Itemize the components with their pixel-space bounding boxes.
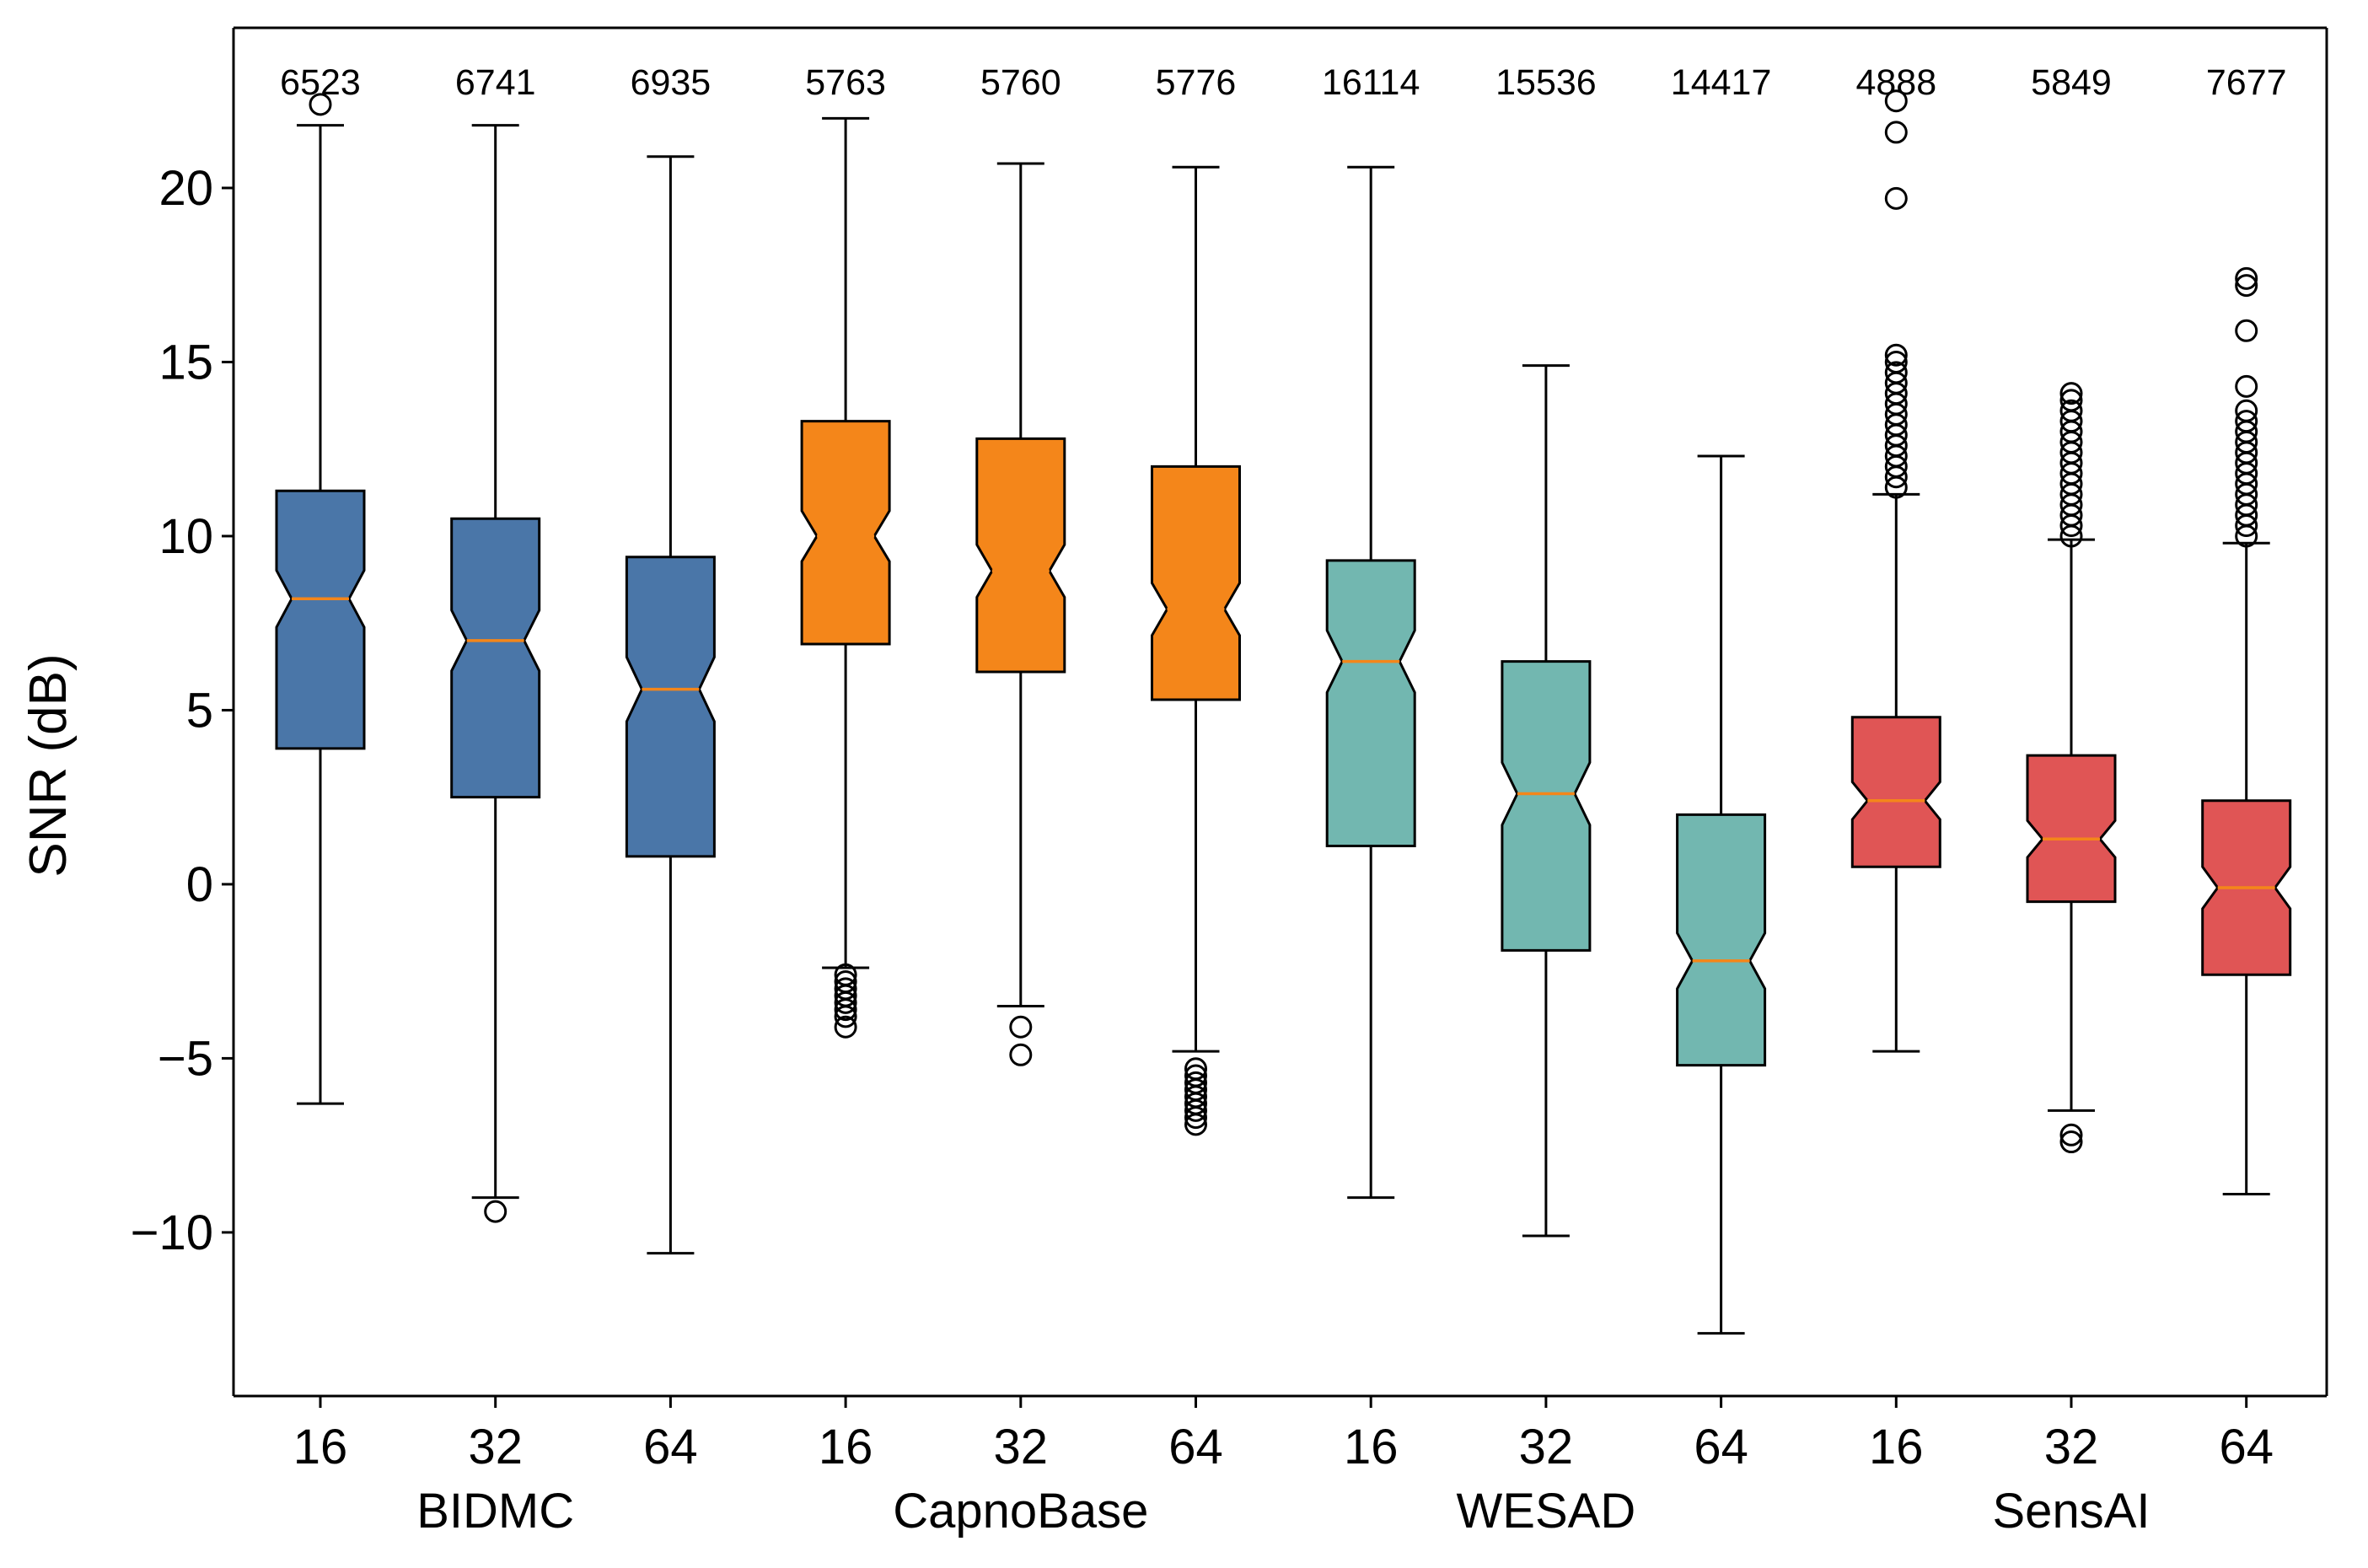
outlier-point: [1884, 361, 1908, 384]
x-tick-label: 64: [2219, 1420, 2274, 1474]
x-tick-label: 32: [2044, 1420, 2099, 1474]
box-body: [1501, 660, 1592, 952]
count-label: 5763: [805, 62, 886, 103]
y-axis-label: SNR (dB): [19, 653, 78, 877]
axis-layer: −10 −5 0 5 10 15 20 6523 16 6741 32 6935 64 5763 16 576…: [131, 62, 2287, 1538]
box-body: [975, 437, 1066, 674]
outlier-point: [2235, 319, 2258, 342]
outlier-point: [834, 998, 857, 1022]
box-body: [2026, 754, 2117, 904]
outlier-point: [834, 1015, 857, 1039]
box-wesad-16: [1325, 165, 1416, 1200]
x-tick-label: 64: [1168, 1420, 1223, 1474]
y-tick-label: 10: [158, 509, 213, 564]
y-tick-label: −5: [158, 1031, 213, 1086]
box-sensai-64: [2201, 266, 2292, 1195]
outlier-point: [1884, 121, 1908, 144]
outlier-point: [2235, 399, 2258, 422]
count-label: 7677: [2206, 62, 2287, 103]
box-body: [800, 420, 891, 646]
outlier-point: [2059, 1123, 2083, 1146]
plot-area: [232, 26, 2328, 1398]
box-capnobase-64: [1151, 165, 1241, 1136]
group-label-wesad: WESAD: [1457, 1484, 1636, 1538]
count-label: 5849: [2031, 62, 2112, 103]
box-sensai-16: [1850, 89, 1941, 1053]
count-label: 14417: [1671, 62, 1772, 103]
box-bidmc-32: [450, 124, 541, 1223]
count-label: 5776: [1156, 62, 1237, 103]
x-tick-label: 64: [1694, 1420, 1748, 1474]
box-body: [275, 489, 366, 750]
outlier-point: [2059, 399, 2083, 422]
outlier-point: [1884, 343, 1908, 367]
box-wesad-64: [1676, 454, 1767, 1335]
x-tick-label: 16: [1869, 1420, 1924, 1474]
outlier-point: [2059, 382, 2083, 405]
outlier-point: [1184, 1113, 1207, 1136]
group-label-sensai: SensAI: [1993, 1484, 2151, 1538]
y-tick-label: 0: [186, 857, 213, 912]
outlier-point: [2235, 274, 2258, 298]
outlier-point: [1009, 1043, 1033, 1066]
box-body: [1325, 559, 1416, 847]
box-body: [625, 556, 716, 858]
x-tick-label: 64: [643, 1420, 698, 1474]
x-tick-label: 32: [1519, 1420, 1574, 1474]
x-tick-label: 16: [1344, 1420, 1399, 1474]
outlier-point: [1884, 89, 1908, 113]
x-tick-label: 16: [293, 1420, 348, 1474]
outlier-point: [1184, 1106, 1207, 1130]
box-body: [1676, 813, 1767, 1067]
group-label-capnobase: CapnoBase: [893, 1484, 1148, 1538]
outlier-point: [1884, 186, 1908, 210]
y-tick-label: 15: [158, 335, 213, 389]
count-label: 16114: [1322, 62, 1420, 103]
y-tick-label: 5: [186, 683, 213, 738]
outlier-point: [2059, 389, 2083, 412]
box-wesad-32: [1501, 364, 1592, 1238]
outlier-point: [1009, 1015, 1033, 1039]
count-label: 6523: [280, 62, 361, 103]
outlier-point: [834, 1005, 857, 1028]
box-bidmc-64: [625, 155, 716, 1255]
box-body: [450, 517, 541, 799]
x-tick-label: 16: [819, 1420, 873, 1474]
outlier-point: [2235, 410, 2258, 433]
box-bidmc-16: [275, 93, 366, 1105]
outlier-point: [309, 93, 332, 116]
count-label: 6935: [631, 62, 711, 103]
outlier-point: [2235, 374, 2258, 398]
outlier-point: [2059, 1130, 2083, 1154]
group-label-bidmc: BIDMC: [416, 1484, 574, 1538]
box-layer: [275, 89, 2292, 1335]
outlier-point: [1884, 350, 1908, 373]
box-body: [1151, 464, 1241, 701]
outlier-point: [484, 1200, 507, 1223]
x-tick-label: 32: [994, 1420, 1049, 1474]
y-tick-label: −10: [131, 1206, 213, 1260]
count-label: 4888: [1855, 62, 1936, 103]
outlier-point: [834, 991, 857, 1014]
count-label: 15536: [1495, 62, 1597, 103]
count-label: 5760: [980, 62, 1061, 103]
box-sensai-32: [2026, 382, 2117, 1154]
box-capnobase-16: [800, 116, 891, 1039]
y-tick-label: 20: [158, 161, 213, 216]
x-tick-label: 32: [468, 1420, 523, 1474]
outlier-point: [2235, 266, 2258, 290]
outlier-point: [1184, 1098, 1207, 1122]
box-capnobase-32: [975, 162, 1066, 1066]
count-label: 6741: [455, 62, 536, 103]
box-body: [1850, 716, 1941, 868]
